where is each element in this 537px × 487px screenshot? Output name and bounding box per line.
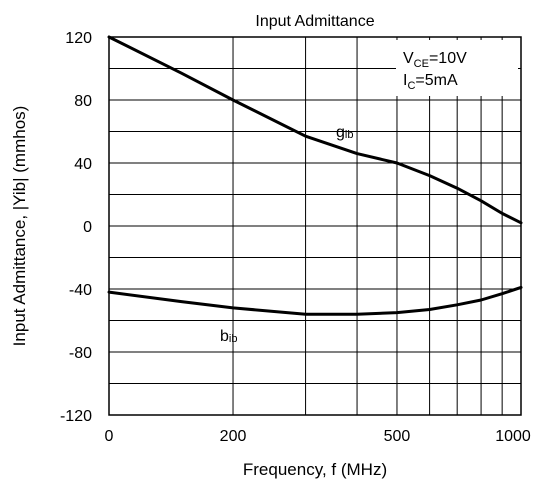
x-tick-label: 0 bbox=[105, 428, 114, 445]
x-axis-label: Frequency, f (MHz) bbox=[243, 460, 387, 479]
plot-frame bbox=[108, 36, 522, 416]
y-tick-label: 120 bbox=[65, 30, 92, 47]
series-labels: gib bib bbox=[220, 124, 353, 345]
y-tick-label: 40 bbox=[74, 156, 92, 173]
data-series bbox=[107, 35, 523, 316]
y-tick-label: -120 bbox=[60, 408, 92, 425]
y-tick-label: 0 bbox=[83, 219, 92, 236]
x-tick-label: 200 bbox=[220, 428, 247, 445]
conditions-box-bg bbox=[396, 40, 518, 96]
series-label-gib: gib bbox=[336, 124, 353, 141]
series-line-gib bbox=[107, 35, 523, 225]
x-tick-label: 1000 bbox=[495, 428, 531, 445]
y-tick-label: -80 bbox=[69, 345, 92, 362]
condition-ic: IC=5mA bbox=[403, 72, 458, 92]
conditions-box: VCE=10V IC=5mA bbox=[396, 40, 518, 96]
x-tick-label: 500 bbox=[384, 428, 411, 445]
y-tick-label: -40 bbox=[69, 282, 92, 299]
y-tick-labels: 120 80 40 0 -40 -80 -120 bbox=[60, 30, 92, 425]
series-line-bib bbox=[107, 285, 523, 316]
y-axis-label: Input Admittance, |Yib| (mmhos) bbox=[10, 106, 29, 347]
series-label-bib: bib bbox=[220, 328, 237, 345]
y-tick-label: 80 bbox=[74, 93, 92, 110]
x-tick-labels: 0 200 500 1000 bbox=[105, 428, 531, 445]
chart-title: Input Admittance bbox=[255, 13, 374, 30]
